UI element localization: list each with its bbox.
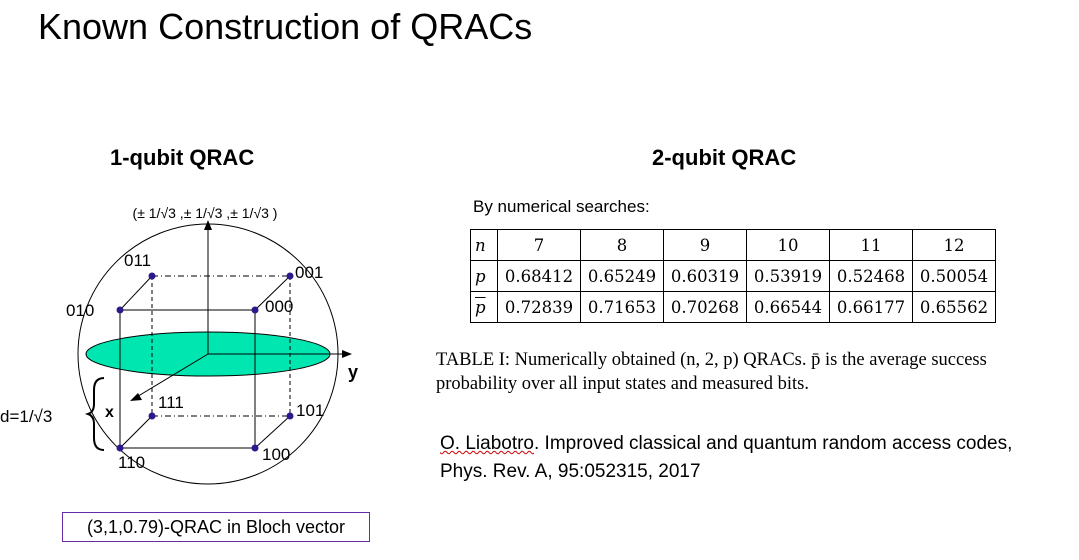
label-101: 101 [296,401,324,420]
vertex-100 [251,444,259,452]
row-header-p: p [470,260,498,292]
y-axis-arrow [342,350,352,358]
x-axis [134,353,209,399]
left-panel-heading: 1-qubit QRAC [110,145,255,170]
table-row-p: p 0.68412 0.65249 0.60319 0.53919 0.5246… [470,260,996,292]
table-cell: 0.66544 [746,291,830,323]
table-row-pbar: p 0.72839 0.71653 0.70268 0.66544 0.6617… [470,291,996,323]
vertex-011 [148,272,156,280]
vertex-001 [286,272,294,280]
vertex-010 [116,306,124,314]
slide-title: Known Construction of QRACs [38,6,533,47]
vertex-000 [251,306,259,314]
cube-edge-tr [254,275,291,311]
y-axis-label: y [348,362,358,382]
vertex-111 [148,412,156,420]
table-cell: 0.71653 [580,291,664,323]
qrac-table: n 7 8 9 10 11 12 p 0.68412 0.65249 0.603… [470,229,996,323]
reference-citation: O. Liabotro. Improved classical and quan… [440,430,1060,486]
table-cell: 11 [829,229,913,261]
x-axis-arrow [130,393,142,401]
vertex-110 [116,444,124,452]
table-cell: 9 [663,229,747,261]
table-cell: 0.66177 [829,291,913,323]
search-label: By numerical searches: [473,197,650,216]
bloch-caption: (3,1,0.79)-QRAC in Bloch vector [62,512,370,542]
table-cell: 7 [497,229,581,261]
label-010: 010 [66,301,94,320]
table-cell: 0.53919 [746,260,830,292]
table-cell: 0.50054 [912,260,996,292]
table-cell: 0.72839 [497,291,581,323]
table-row-n: n 7 8 9 10 11 12 [470,229,996,261]
row-header-n: n [470,229,498,261]
label-111: 111 [158,393,184,412]
right-panel-heading: 2-qubit QRAC [652,145,797,170]
table-cell: 0.65562 [912,291,996,323]
distance-label: d=1/√3 [0,407,52,426]
table-cell: 12 [912,229,996,261]
label-100: 100 [262,445,290,464]
label-001: 001 [295,263,323,282]
z-axis-arrow [204,220,212,230]
vertex-101 [286,412,294,420]
label-110: 110 [118,453,145,472]
table-cell: 0.60319 [663,260,747,292]
cube-edge-br [254,415,291,449]
label-011: 011 [124,251,151,270]
distance-brace [84,377,105,451]
x-axis-label: x [105,404,114,421]
reference-author: O. Liabotro [440,433,534,454]
table-cell: 0.65249 [580,260,664,292]
table-cell: 0.70268 [663,291,747,323]
cube-edge-bl [119,415,153,449]
table-cell: 0.68412 [497,260,581,292]
bloch-sphere-diagram: (± 1/√3 ,± 1/√3 ,± 1/√3 ) 011 001 010 00… [0,205,358,485]
label-000: 000 [265,297,293,316]
table-cell: 0.52468 [829,260,913,292]
coordinate-label: (± 1/√3 ,± 1/√3 ,± 1/√3 ) [133,205,278,221]
table-cell: 10 [746,229,830,261]
reference-text: . Improved classical and quantum random … [440,433,1013,482]
table-caption: TABLE I: Numerically obtained (n, 2, p) … [436,350,987,394]
row-header-pbar: p [475,297,486,317]
table-cell: 8 [580,229,664,261]
cube-edge-tl [119,275,153,311]
